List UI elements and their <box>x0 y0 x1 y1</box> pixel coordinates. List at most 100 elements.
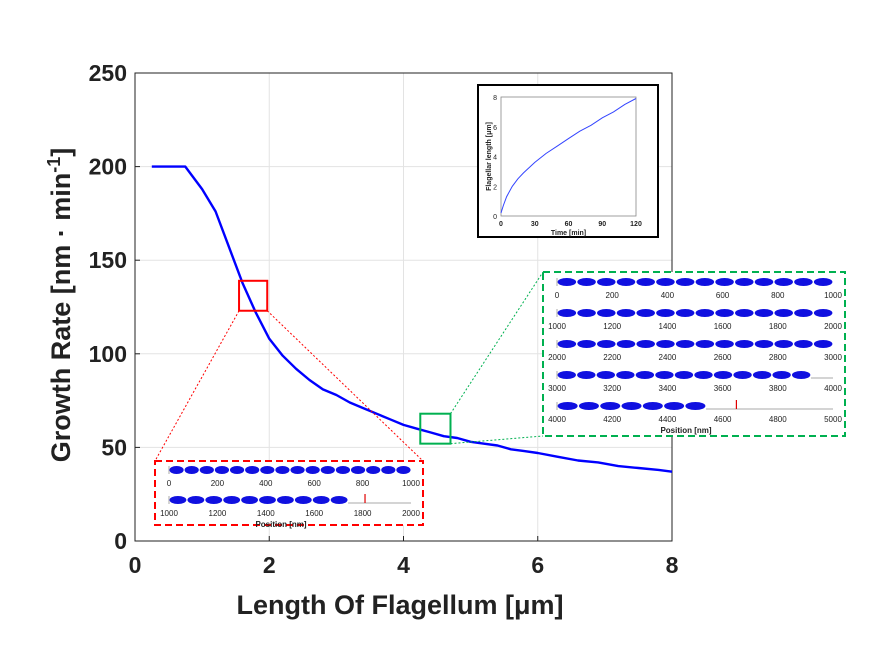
monomer <box>597 309 616 317</box>
x-tick-label: 4 <box>397 552 410 578</box>
green-connector-bottom <box>450 435 544 445</box>
y-axis-label-text: Growth Rate [nm · min <box>46 173 76 463</box>
monomer <box>245 466 260 474</box>
red-highlight-box <box>238 279 269 312</box>
position-tick-label: 400 <box>661 291 675 300</box>
position-tick-label: 3800 <box>769 384 787 393</box>
monomer <box>715 278 734 286</box>
monomer <box>169 496 187 504</box>
inset-y-tick: 0 <box>493 214 497 221</box>
monomer <box>187 496 205 504</box>
position-tick-label: 2800 <box>769 353 787 362</box>
growth-rate-series <box>151 165 673 473</box>
inset-frame <box>477 84 659 238</box>
position-tick-label: 0 <box>555 291 560 300</box>
inset-green-positions: 0 200 400 600 800 1000 1000 1200 1400 1600 1800 200… <box>542 271 846 437</box>
position-tick-label: 5000 <box>824 415 842 424</box>
monomer <box>636 278 655 286</box>
position-tick-label: 3400 <box>659 384 677 393</box>
monomer <box>635 371 655 379</box>
position-tick-label: 3200 <box>603 384 621 393</box>
monomer <box>642 402 663 410</box>
monomer <box>675 309 695 317</box>
monomer <box>330 496 348 504</box>
monomer <box>597 340 616 348</box>
monomer <box>636 309 655 317</box>
monomer <box>715 340 734 348</box>
monomer <box>578 402 599 410</box>
monomer <box>636 340 655 348</box>
y-axis-label: Growth Rate [nm · min-1] <box>44 148 76 463</box>
monomer <box>260 466 275 474</box>
inset-x-tick: 120 <box>630 221 642 228</box>
position-tick-label: 600 <box>716 291 730 300</box>
monomer <box>597 278 616 286</box>
inset-frame <box>542 271 846 437</box>
monomer <box>735 309 754 317</box>
monomer <box>557 309 577 317</box>
position-tick-label: 800 <box>356 479 370 488</box>
position-tick-label: 1000 <box>548 322 566 331</box>
x-tick-label: 6 <box>531 552 544 578</box>
inset-time-line <box>500 98 637 214</box>
monomer <box>735 340 754 348</box>
zoom-connectors <box>154 271 544 462</box>
inset-x-tick: 0 <box>499 221 503 228</box>
position-tick-label: 1000 <box>160 509 178 518</box>
monomer <box>396 466 411 474</box>
monomer <box>754 278 774 286</box>
monomer <box>674 371 694 379</box>
series-line-0 <box>151 165 673 473</box>
inset-y-tick: 4 <box>493 155 497 162</box>
inset-length-vs-time: 0 30 60 90 120 0 2 4 6 8 Time [min] Flagellar lengt… <box>477 84 659 238</box>
monomer <box>275 466 290 474</box>
position-tick-label: 2000 <box>402 509 420 518</box>
inset-frame <box>154 460 424 526</box>
position-axis-label: Position [nm] <box>660 426 711 435</box>
monomer <box>577 340 596 348</box>
position-tick-label: 200 <box>606 291 620 300</box>
y-tick-label: 250 <box>89 60 127 86</box>
red-connector-right <box>266 310 424 462</box>
position-tick-label: 2000 <box>824 322 842 331</box>
y-tick-label: 50 <box>101 434 127 460</box>
monomer <box>229 466 245 474</box>
y-tick-label: 0 <box>114 528 127 554</box>
monomer <box>656 309 675 317</box>
monomer <box>199 466 214 474</box>
inset-y-tick: 6 <box>493 125 497 132</box>
monomer <box>616 278 636 286</box>
position-axis-label: Position [nm] <box>255 520 306 529</box>
monomer <box>675 340 695 348</box>
monomer <box>791 371 811 379</box>
position-tick-label: 1400 <box>257 509 275 518</box>
position-tick-label: 1200 <box>209 509 227 518</box>
monomer <box>621 402 642 410</box>
monomer <box>557 371 576 379</box>
position-tick-label: 800 <box>771 291 785 300</box>
monomer <box>312 496 330 504</box>
monomer <box>335 466 351 474</box>
monomer <box>655 371 674 379</box>
monomer <box>733 371 752 379</box>
monomer <box>290 466 305 474</box>
monomer <box>813 278 833 286</box>
position-tick-label: 1800 <box>769 322 787 331</box>
position-tick-label: 200 <box>211 479 225 488</box>
x-tick-label: 2 <box>263 552 276 578</box>
monomer <box>381 466 396 474</box>
y-axis-label-close: ] <box>46 148 76 157</box>
position-tick-label: 3600 <box>714 384 732 393</box>
position-tick-label: 1800 <box>354 509 372 518</box>
monomer <box>600 402 621 410</box>
monomer <box>557 340 577 348</box>
y-tick-label: 150 <box>89 247 127 273</box>
monomer <box>772 371 791 379</box>
inset-x-tick: 90 <box>598 221 606 228</box>
inset-y-label: Flagellar length [μm] <box>486 122 493 191</box>
monomer <box>366 466 381 474</box>
monomer <box>754 309 774 317</box>
monomer <box>813 340 833 348</box>
